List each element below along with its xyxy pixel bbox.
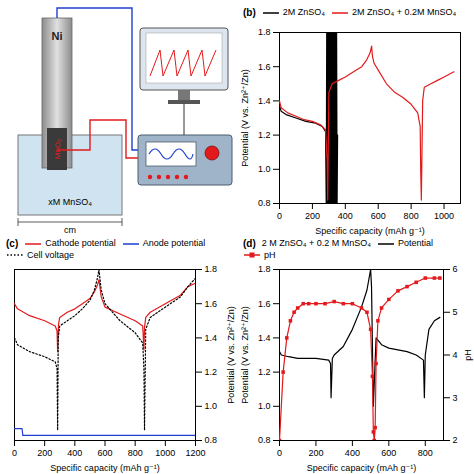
svg-text:Specific capacity (mAh g⁻¹): Specific capacity (mAh g⁻¹)	[50, 463, 159, 473]
html-text:2 M ZnSO₄ + 0.2 M MnSO₄: 2 M ZnSO₄ + 0.2 M MnSO₄	[261, 238, 371, 249]
svg-text:800: 800	[418, 448, 433, 458]
svg-text:3: 3	[453, 393, 458, 403]
svg-text:1.6: 1.6	[205, 299, 218, 309]
html-text:(d): (d)	[243, 238, 256, 250]
html-text:Potential: Potential	[397, 238, 433, 249]
svg-text:200: 200	[37, 448, 52, 458]
svg-text:0.8: 0.8	[258, 198, 271, 208]
svg-text:1.0: 1.0	[205, 401, 218, 411]
svg-text:0: 0	[277, 448, 282, 458]
svg-text:xM MnSO₄: xM MnSO₄	[48, 197, 92, 207]
html-text:2M ZnSO₄ + 0.2M MnSO₄: 2M ZnSO₄ + 0.2M MnSO₄	[352, 7, 457, 17]
svg-text:cm: cm	[64, 225, 76, 235]
svg-text:400: 400	[345, 448, 360, 458]
svg-text:Ni: Ni	[52, 30, 63, 42]
svg-text:1.0: 1.0	[258, 401, 271, 411]
svg-text:1.8: 1.8	[258, 264, 271, 274]
svg-text:200: 200	[305, 211, 320, 221]
svg-text:4: 4	[453, 350, 458, 360]
svg-text:1.6: 1.6	[258, 62, 271, 72]
svg-text:1.2: 1.2	[205, 367, 218, 377]
svg-text:1.4: 1.4	[258, 333, 271, 343]
svg-text:0: 0	[277, 211, 282, 221]
svg-text:1.6: 1.6	[258, 299, 271, 309]
svg-text:Potential (V vs. Zn²⁺/Zn): Potential (V vs. Zn²⁺/Zn)	[240, 306, 250, 403]
html-text:Cell voltage: Cell voltage	[27, 249, 74, 260]
svg-text:600: 600	[371, 211, 386, 221]
html-text:Anode potential: Anode potential	[142, 238, 206, 249]
svg-text:800: 800	[128, 448, 143, 458]
svg-text:6: 6	[453, 264, 458, 274]
svg-text:400: 400	[67, 448, 82, 458]
svg-text:1200: 1200	[185, 448, 205, 458]
svg-text:1.8: 1.8	[258, 27, 271, 37]
html-text:Cathode potential: Cathode potential	[45, 238, 116, 249]
html-text:(c): (c)	[6, 238, 19, 250]
svg-text:400: 400	[338, 211, 353, 221]
svg-text:1000: 1000	[155, 448, 175, 458]
html-text:pH: pH	[264, 249, 276, 260]
svg-text:1.4: 1.4	[205, 333, 218, 343]
html-text:2M ZnSO₄: 2M ZnSO₄	[282, 7, 325, 17]
svg-text:pH: pH	[463, 349, 473, 361]
svg-text:Potential (V vs. Zn²⁺/Zn): Potential (V vs. Zn²⁺/Zn)	[226, 306, 236, 403]
svg-text:1.8: 1.8	[205, 264, 218, 274]
svg-text:Specific capacity (mAh g⁻¹): Specific capacity (mAh g⁻¹)	[307, 463, 416, 473]
svg-text:5: 5	[453, 307, 458, 317]
svg-text:0: 0	[12, 448, 17, 458]
svg-text:MnO₂: MnO₂	[53, 139, 62, 159]
svg-text:1.2: 1.2	[258, 367, 271, 377]
html-text:(b): (b)	[243, 7, 256, 18]
svg-text:1.2: 1.2	[258, 130, 271, 140]
svg-text:600: 600	[381, 448, 396, 458]
svg-text:0.8: 0.8	[205, 435, 218, 445]
svg-text:Potential (V vs. Zn²⁺/Zn): Potential (V vs. Zn²⁺/Zn)	[240, 69, 250, 166]
svg-text:1000: 1000	[434, 211, 454, 221]
svg-text:200: 200	[308, 448, 323, 458]
svg-text:0.8: 0.8	[258, 435, 271, 445]
svg-text:2: 2	[453, 435, 458, 445]
svg-text:1.0: 1.0	[258, 164, 271, 174]
svg-text:Specific capacity (mAh g⁻¹): Specific capacity (mAh g⁻¹)	[315, 226, 424, 236]
svg-text:600: 600	[97, 448, 112, 458]
svg-text:800: 800	[404, 211, 419, 221]
svg-text:1.4: 1.4	[258, 96, 271, 106]
